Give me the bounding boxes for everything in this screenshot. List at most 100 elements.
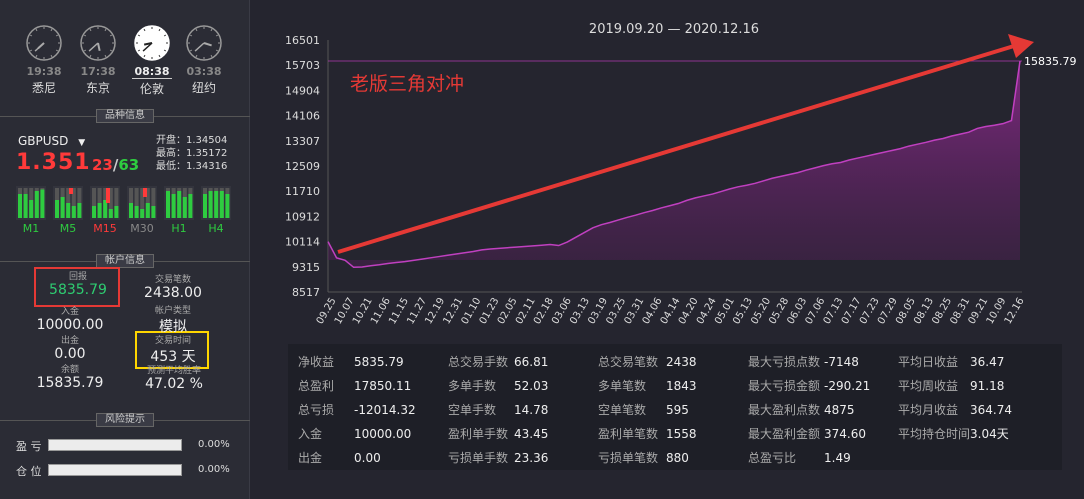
stat-key: 总盈亏比 (748, 451, 797, 465)
low-price: 最低：1.34316 (156, 161, 228, 172)
y-tick-label: 13307 (285, 135, 320, 148)
stat-value: 52.03 (514, 379, 549, 393)
stat-key: 最大亏损点数 (748, 355, 821, 369)
main-panel: 2019.09.20 — 2020.12.16 16501 15703 14904 14… (252, 0, 1084, 499)
stat-value: 43.45 (514, 427, 549, 441)
trade-time-label: 交易时间 (154, 336, 191, 346)
clock-face-icon (26, 25, 62, 61)
spread-pips: 23/63 (92, 156, 139, 174)
stat-value: 2438 (666, 355, 697, 369)
clock-face-icon (80, 25, 116, 61)
stat-value: 364.74 (970, 403, 1012, 417)
y-tick-label: 15703 (285, 59, 320, 72)
stat-value: 1.49 (824, 451, 851, 465)
balance-label: 余额 (60, 365, 79, 375)
clock-city: 悉尼 (31, 81, 56, 95)
timeframe-label-m15[interactable]: M15 (93, 222, 117, 235)
equity-line (327, 60, 1021, 269)
stat-key: 盈利单手数 (448, 427, 509, 441)
clock-time: 03:38 (186, 65, 222, 78)
stat-key: 总亏损 (298, 403, 335, 417)
stat-row: 最大亏损点数 -7148 (748, 350, 870, 374)
account-type-label: 帐户类型 (154, 306, 191, 316)
equity-chart: 2019.09.20 — 2020.12.16 16501 15703 14904 14… (285, 22, 1077, 326)
stat-value: 3.04天 (970, 427, 1009, 441)
stat-row: 平均日收益 36.47 (898, 350, 1012, 374)
stat-row: 总交易手数 66.81 (448, 350, 548, 374)
stat-key: 最大盈利点数 (748, 403, 821, 417)
stat-key: 出金 (298, 451, 323, 465)
stat-row: 平均月收益 364.74 (898, 398, 1012, 422)
symbol-selector[interactable]: GBPUSD ▼ (18, 134, 85, 148)
stat-row: 空单手数 14.78 (448, 398, 548, 422)
stat-row: 总盈利 17850.11 (298, 374, 416, 398)
deposit-value: 10000.00 (36, 317, 104, 333)
risk-header: 风险提示 (0, 413, 250, 434)
stats-column-2: 总交易笔数 2438 多单笔数 1843 空单笔数 595 盈利单笔数 1558 亏损单笔数 88… (598, 350, 697, 470)
timeframe-bars-h4 (201, 186, 231, 220)
stat-row: 总盈亏比 1.49 (748, 446, 870, 470)
symbol-info-title: 品种信息 (96, 109, 154, 123)
balance-stat: 余额 15835.79 (30, 365, 110, 391)
stat-key: 净收益 (298, 355, 335, 369)
return-value: 5835.79 (49, 282, 107, 298)
stat-row: 多单笔数 1843 (598, 374, 697, 398)
trade-time-stat: 交易时间 453 天 (138, 336, 208, 366)
stat-key: 平均周收益 (898, 379, 959, 393)
timeframe-label-m5[interactable]: M5 (59, 222, 77, 235)
stat-row: 总亏损 -12014.32 (298, 398, 416, 422)
chart-annotation: 老版三角对冲 (350, 73, 464, 95)
stat-row: 出金 0.00 (298, 446, 416, 470)
stats-column-4: 平均日收益 36.47 平均周收益 91.18 平均月收益 364.74 平均持仓时间3.0… (898, 350, 1012, 446)
timeframe-label-m30[interactable]: M30 (130, 222, 154, 235)
winrate-value: 47.02 % (145, 376, 203, 392)
timeframe-bars-m15 (90, 186, 120, 220)
deposit-stat: 入金 10000.00 (30, 307, 110, 333)
stat-row: 入金 10000.00 (298, 422, 416, 446)
stat-value: 5835.79 (354, 355, 404, 369)
open-price: 开盘：1.34504 (156, 135, 228, 146)
timeframe-bars-m30 (127, 186, 157, 220)
risk-position-bar (48, 464, 182, 476)
stat-row: 多单手数 52.03 (448, 374, 548, 398)
stats-column-1: 总交易手数 66.81 多单手数 52.03 空单手数 14.78 盈利单手数 43.45 亏损… (448, 350, 548, 470)
equity-area (328, 60, 1020, 268)
risk-pnl-bar (48, 439, 182, 451)
y-tick-label: 10114 (285, 236, 320, 249)
stat-value: 374.60 (824, 427, 866, 441)
y-tick-label: 9315 (292, 261, 320, 274)
clock-time: 19:38 (26, 65, 62, 78)
deposit-label: 入金 (60, 307, 79, 317)
y-tick-label: 16501 (285, 34, 320, 47)
current-price: 1.351 (16, 150, 91, 175)
withdraw-value: 0.00 (54, 346, 86, 362)
stat-value: 10000.00 (354, 427, 412, 441)
stat-key: 多单笔数 (598, 379, 647, 393)
clock-2: 08:38 伦敦 (132, 24, 172, 97)
y-tick-label: 14106 (285, 110, 320, 123)
timeframe-label-m1[interactable]: M1 (22, 222, 40, 235)
account-type-value: 模拟 (159, 319, 187, 335)
risk-pnl-value: 0.00% (198, 439, 230, 450)
y-tick-label: 14904 (285, 84, 320, 97)
stat-value: 0.00 (354, 451, 381, 465)
stat-value: 595 (666, 403, 689, 417)
risk-pnl-label: 盈 亏 (16, 440, 42, 453)
timeframe-label-h1[interactable]: H1 (171, 222, 187, 235)
chart-title: 2019.09.20 — 2020.12.16 (589, 22, 759, 37)
account-info-header: 帐户信息 (0, 254, 250, 275)
world-clocks: 19:38 悉尼 17:38 东京 08:38 伦敦 03:38 纽约 (0, 0, 250, 108)
stat-key: 盈利单笔数 (598, 427, 659, 441)
stat-row: 平均周收益 91.18 (898, 374, 1012, 398)
stat-key: 亏损单手数 (448, 451, 509, 465)
timeframe-label-h4[interactable]: H4 (208, 222, 224, 235)
caret-down-icon[interactable]: ▼ (78, 138, 86, 148)
last-value-label: 15835.79 (1024, 55, 1077, 68)
y-tick-label: 11710 (285, 185, 320, 198)
stat-key: 总盈利 (298, 379, 335, 393)
stats-table: 净收益 5835.79 总盈利 17850.11 总亏损 -12014.32 入金 10000… (288, 344, 1062, 470)
clock-1: 17:38 东京 (78, 24, 118, 96)
account-type-stat: 帐户类型 模拟 (138, 306, 208, 336)
clock-0: 19:38 悉尼 (24, 24, 64, 96)
stat-value: 66.81 (514, 355, 549, 369)
